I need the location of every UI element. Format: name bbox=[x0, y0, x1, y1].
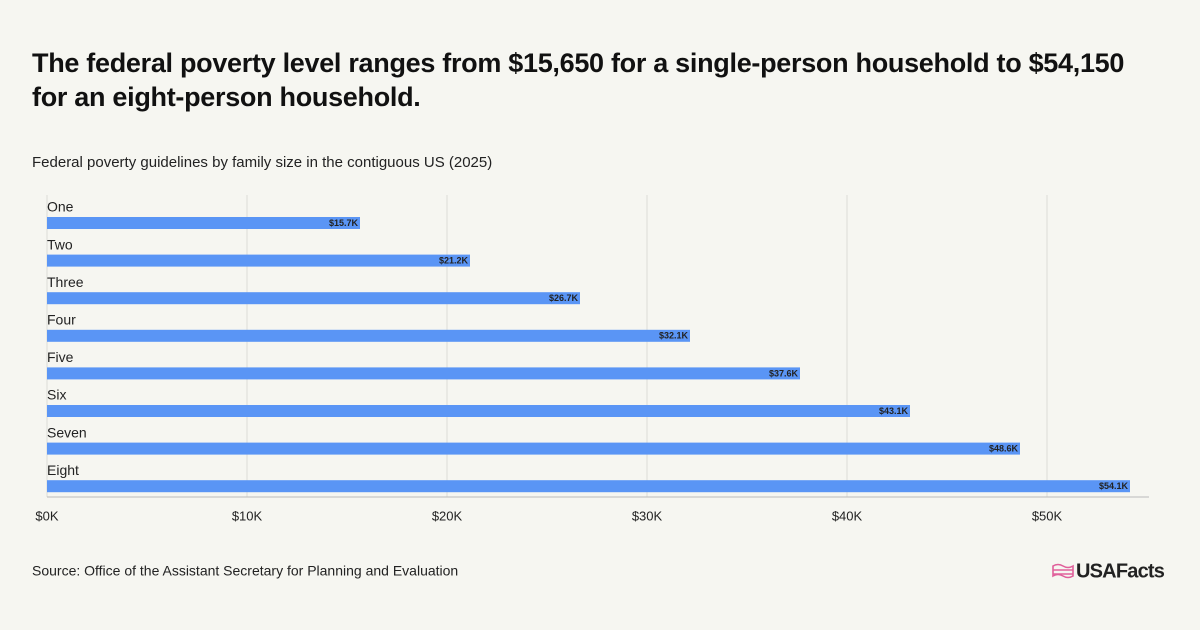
source: Source: Office of the Assistant Secretar… bbox=[32, 563, 458, 579]
bar bbox=[47, 367, 800, 380]
bar bbox=[47, 217, 360, 229]
bar bbox=[47, 292, 580, 305]
x-tick-label: $10K bbox=[232, 508, 263, 523]
bar bbox=[47, 480, 1130, 493]
category-label: Five bbox=[47, 349, 74, 365]
x-tick-label: $30K bbox=[632, 508, 663, 523]
value-label: $48.6K bbox=[989, 443, 1019, 453]
value-label: $54.1K bbox=[1099, 481, 1129, 491]
x-tick-label: $0K bbox=[35, 508, 58, 523]
bar bbox=[47, 329, 690, 342]
bar bbox=[47, 254, 470, 267]
value-label: $37.6K bbox=[769, 368, 799, 378]
brand-logo: USAFacts bbox=[1076, 560, 1165, 582]
bar bbox=[47, 442, 1020, 455]
category-label: Eight bbox=[47, 462, 79, 478]
category-label: Three bbox=[47, 274, 84, 290]
logo-icon bbox=[1052, 563, 1074, 579]
chart-subtitle: Federal poverty guidelines by family siz… bbox=[32, 154, 492, 171]
value-label: $32.1K bbox=[659, 331, 689, 341]
x-tick-label: $40K bbox=[832, 508, 863, 523]
value-label: $15.7K bbox=[329, 218, 359, 228]
category-label: Seven bbox=[47, 424, 87, 440]
category-label: Four bbox=[47, 312, 76, 328]
bar bbox=[47, 405, 910, 417]
x-tick-label: $20K bbox=[432, 508, 463, 523]
value-label: $26.7K bbox=[549, 293, 579, 303]
category-label: Two bbox=[47, 236, 73, 252]
value-label: $21.2K bbox=[439, 255, 469, 265]
value-label: $43.1K bbox=[879, 406, 909, 416]
category-label: Six bbox=[47, 387, 66, 403]
chart-title: The federal poverty level ranges from $1… bbox=[32, 48, 1125, 112]
category-label: One bbox=[47, 199, 74, 215]
x-tick-label: $50K bbox=[1032, 508, 1063, 523]
